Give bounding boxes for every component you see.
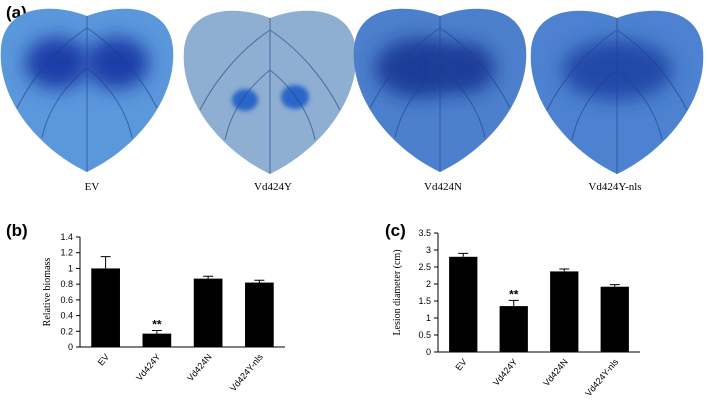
error-bar (254, 279, 265, 283)
y-tick-label: 0.4 (60, 311, 73, 321)
error-bar (609, 284, 620, 287)
bar (499, 306, 528, 352)
significance: ** (152, 318, 162, 332)
y-tick-label: 0.8 (60, 279, 73, 289)
error-bar (203, 275, 214, 279)
bar (142, 333, 172, 347)
caption: EV (85, 181, 100, 193)
y-tick-label: 1.2 (60, 248, 73, 258)
y-tick-label: 0.6 (60, 295, 73, 305)
y-tick-label: 0 (426, 347, 431, 357)
panel-label: (c) (385, 221, 406, 240)
y-tick-label: 1 (68, 263, 73, 273)
bar (600, 286, 629, 352)
y-tick-label: 1.4 (60, 232, 73, 242)
leaf-photo (530, 10, 704, 175)
error-bar (458, 252, 469, 257)
leaf-photo (183, 10, 357, 175)
x-tick-label: EV (96, 352, 111, 368)
x-tick-label: Vd424Y-nls (228, 351, 265, 393)
x-tick-label: Vd424Y (134, 352, 162, 383)
x-tick-label: EV (453, 357, 468, 373)
panel-label: (b) (6, 221, 28, 240)
x-tick-label: Vd424Y (491, 357, 519, 388)
y-tick-label: 1.5 (418, 296, 431, 306)
caption: Vd424Y-nls (588, 181, 641, 193)
leaf-photo (0, 8, 174, 173)
caption: Vd424N (424, 181, 462, 193)
error-bar (508, 299, 519, 307)
bar (550, 271, 579, 352)
x-tick-label: Vd424N (185, 352, 214, 383)
y-tick-label: 1 (426, 313, 431, 323)
y-tick-label: 2 (426, 279, 431, 289)
leaf-photo (353, 8, 527, 173)
significance: ** (509, 287, 519, 301)
y-tick-label: 0.2 (60, 326, 73, 336)
error-bar (151, 330, 162, 334)
bar (449, 256, 478, 352)
bar (193, 278, 223, 347)
x-tick-label: Vd424N (541, 357, 570, 388)
caption: Vd424Y (254, 181, 292, 193)
y-tick-label: 3.5 (418, 228, 431, 238)
y-axis-label: Relative biomass (42, 258, 53, 327)
bar (91, 268, 120, 347)
x-tick-label: Vd424Y-nls (583, 356, 620, 398)
bar (245, 282, 274, 347)
y-tick-label: 0.5 (418, 330, 431, 340)
y-tick-label: 3 (426, 245, 431, 255)
y-tick-label: 0 (68, 342, 73, 352)
y-tick-label: 2.5 (418, 262, 431, 272)
error-bar (559, 268, 570, 272)
error-bar (100, 256, 111, 269)
y-axis-label: Lesion diameter (cm) (392, 249, 403, 335)
